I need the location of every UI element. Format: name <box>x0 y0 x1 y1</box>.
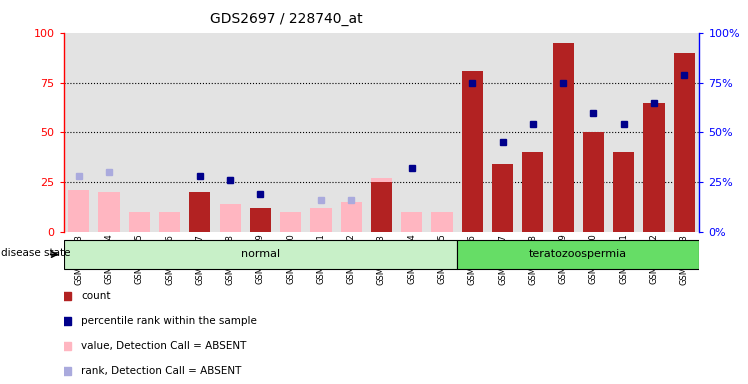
Bar <box>548 33 578 232</box>
Bar <box>129 212 150 232</box>
Bar <box>427 33 457 232</box>
Bar <box>275 33 306 232</box>
Text: teratozoospermia: teratozoospermia <box>530 249 628 260</box>
Text: normal: normal <box>241 249 280 260</box>
Bar <box>94 33 124 232</box>
Bar <box>280 212 301 232</box>
Text: count: count <box>82 291 111 301</box>
Text: rank, Detection Call = ABSENT: rank, Detection Call = ABSENT <box>82 366 242 376</box>
Bar <box>340 202 362 232</box>
Bar <box>522 152 544 232</box>
Bar <box>99 192 120 232</box>
Bar <box>367 33 396 232</box>
Bar <box>189 192 210 232</box>
Bar <box>371 182 392 232</box>
Bar <box>553 43 574 232</box>
Bar <box>215 33 245 232</box>
Bar <box>396 33 427 232</box>
Bar <box>492 164 513 232</box>
Bar <box>674 53 695 232</box>
Text: percentile rank within the sample: percentile rank within the sample <box>82 316 257 326</box>
Bar <box>457 33 488 232</box>
Text: value, Detection Call = ABSENT: value, Detection Call = ABSENT <box>82 341 247 351</box>
Bar <box>462 71 483 232</box>
Bar <box>189 202 210 232</box>
Bar <box>185 33 215 232</box>
Bar <box>310 209 331 232</box>
Bar <box>64 33 94 232</box>
Bar <box>401 212 423 232</box>
Bar <box>518 33 548 232</box>
FancyBboxPatch shape <box>64 240 457 269</box>
Text: GDS2697 / 228740_at: GDS2697 / 228740_at <box>209 12 363 25</box>
Bar <box>583 132 604 232</box>
Bar <box>250 209 271 232</box>
Bar <box>124 33 154 232</box>
FancyBboxPatch shape <box>457 240 699 269</box>
Bar <box>578 33 609 232</box>
Bar <box>639 33 669 232</box>
Bar <box>609 33 639 232</box>
Bar <box>432 212 453 232</box>
Bar <box>488 33 518 232</box>
Bar <box>219 204 241 232</box>
Text: disease state: disease state <box>1 248 70 258</box>
Bar <box>245 33 275 232</box>
Bar <box>613 152 634 232</box>
Bar <box>154 33 185 232</box>
Bar <box>159 212 180 232</box>
Bar <box>250 212 271 232</box>
Bar <box>669 33 699 232</box>
Bar <box>336 33 367 232</box>
Bar <box>371 179 392 232</box>
Bar <box>306 33 336 232</box>
Bar <box>643 103 664 232</box>
Bar <box>68 190 89 232</box>
